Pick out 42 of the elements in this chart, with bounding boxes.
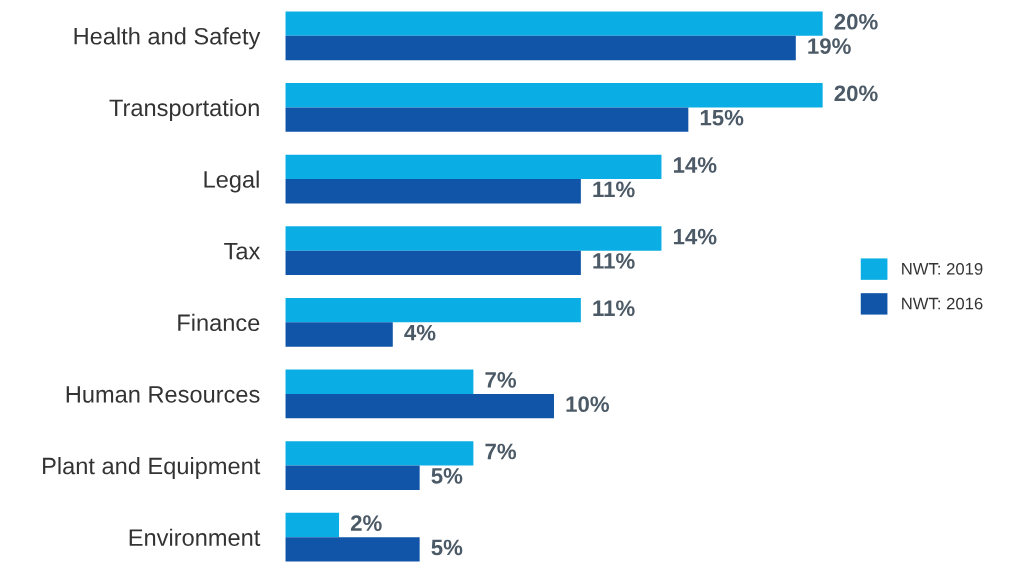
data-label: 7%	[485, 372, 517, 388]
bar	[285, 393, 554, 419]
y-tick-label: Legal	[204, 170, 259, 193]
data-label: 11%	[593, 181, 635, 198]
data-label: 14%	[673, 228, 717, 245]
y-tick-label: Health and Safety	[74, 27, 261, 50]
data-label: 4%	[404, 324, 436, 341]
bar	[285, 179, 581, 204]
data-label: 10%	[566, 396, 609, 413]
bar	[285, 83, 823, 108]
y-tick-label: Environment	[129, 528, 261, 546]
data-label: 2%	[350, 515, 382, 531]
bar	[285, 107, 689, 132]
bar	[285, 441, 474, 466]
y-tick-label: Plant and Equipment	[43, 457, 261, 480]
bar	[285, 11, 823, 36]
legend-label: NWT: 2016	[902, 297, 983, 310]
data-label: 20%	[834, 13, 878, 30]
bar	[285, 465, 420, 490]
data-label: 15%	[700, 109, 744, 126]
data-label: 5%	[431, 539, 463, 556]
bar	[285, 322, 393, 347]
bar	[285, 369, 474, 394]
data-label: 11%	[593, 300, 635, 317]
y-tick-label: Human Resources	[66, 386, 260, 403]
y-tick-label: Tax	[224, 243, 261, 260]
legend-label: NWT: 2019	[902, 262, 983, 275]
y-tick-label: Transportation	[109, 98, 259, 121]
data-label: 20%	[834, 85, 878, 102]
data-label: 7%	[485, 443, 517, 460]
data-label: 5%	[431, 468, 463, 484]
bar	[285, 297, 581, 323]
bar	[285, 512, 340, 538]
bar	[285, 537, 420, 562]
data-label: 19%	[808, 38, 851, 54]
bar	[285, 35, 796, 61]
bar	[285, 154, 662, 180]
bar	[285, 226, 662, 251]
bar	[285, 250, 581, 276]
data-label: 11%	[593, 253, 635, 269]
data-label: 14%	[673, 157, 717, 173]
y-tick-label: Finance	[178, 313, 260, 332]
